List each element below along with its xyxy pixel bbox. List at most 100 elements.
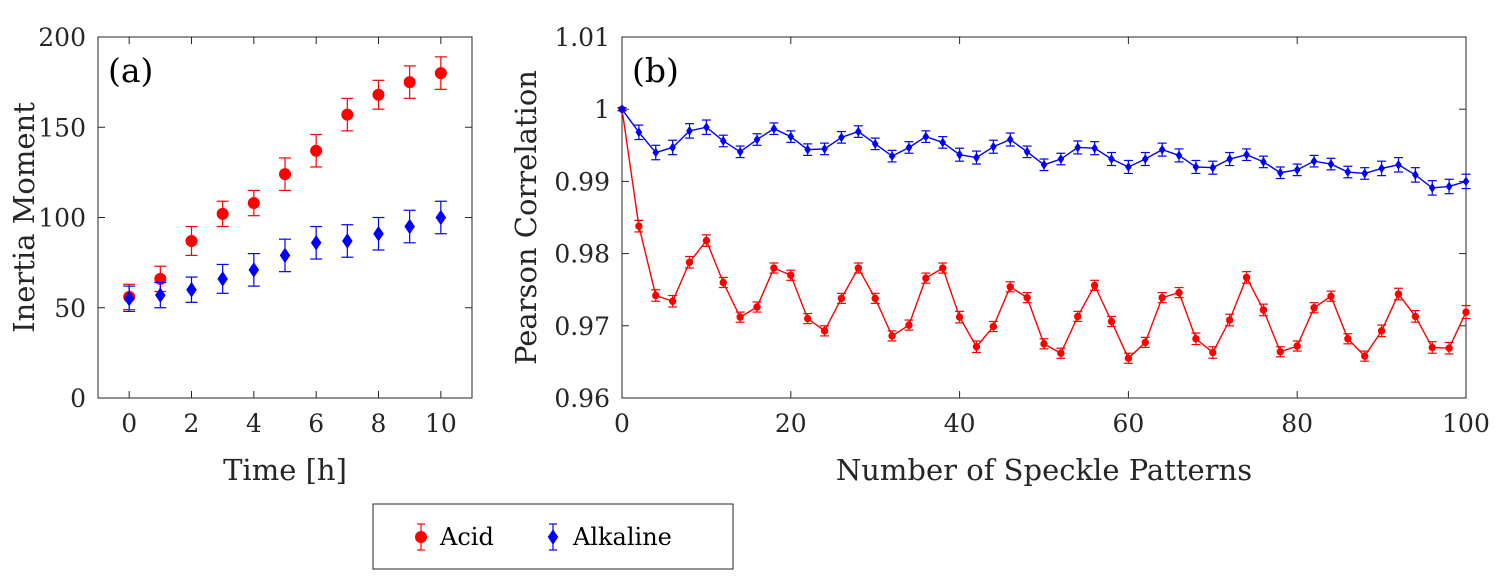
data-point — [955, 313, 964, 321]
plot-area — [97, 36, 473, 399]
data-point — [1327, 159, 1335, 169]
x-tick-label: 40 — [944, 409, 976, 438]
legend-label: Alkaline — [572, 523, 672, 551]
data-point — [652, 291, 660, 300]
data-point — [1462, 176, 1470, 187]
data-point — [1090, 281, 1099, 290]
x-tick-label: 0 — [121, 409, 137, 438]
data-point — [217, 271, 228, 287]
data-point — [1327, 292, 1335, 300]
data-point — [753, 134, 761, 145]
data-point — [404, 218, 415, 235]
data-point — [1242, 273, 1251, 282]
data-point — [1225, 316, 1234, 324]
y-tick-label: 1 — [594, 95, 610, 124]
data-point — [1428, 183, 1436, 193]
data-point — [1276, 167, 1284, 178]
data-point — [1175, 288, 1183, 297]
legend-marker — [547, 529, 559, 545]
data-point — [216, 207, 229, 220]
data-point — [279, 247, 291, 264]
data-point — [1293, 342, 1301, 350]
data-point — [635, 222, 643, 230]
data-point — [787, 131, 795, 142]
data-point — [373, 225, 384, 242]
data-point — [1361, 168, 1369, 179]
y-tick-label: 1.01 — [554, 23, 610, 52]
data-point — [1023, 293, 1031, 302]
data-point — [804, 144, 812, 155]
x-tick-label: 20 — [775, 409, 807, 438]
data-point — [1243, 149, 1250, 160]
y-tick-label: 0.98 — [554, 240, 610, 269]
data-point — [434, 67, 447, 80]
series-alkaline — [617, 104, 1471, 196]
x-tick-label: 6 — [308, 409, 324, 438]
data-point — [1445, 344, 1453, 352]
data-point — [1141, 154, 1149, 164]
legend-marker — [415, 531, 427, 543]
data-point — [837, 294, 846, 303]
data-point — [1310, 156, 1318, 167]
data-point — [888, 151, 896, 162]
data-point — [1158, 144, 1166, 155]
data-point — [685, 258, 694, 266]
data-point — [247, 197, 260, 210]
data-point — [1226, 154, 1234, 164]
data-point — [736, 146, 744, 157]
data-point — [956, 149, 963, 160]
data-point — [989, 322, 998, 331]
data-point — [1040, 159, 1048, 170]
data-point — [652, 147, 660, 158]
x-tick-label: 60 — [1112, 409, 1144, 438]
data-point — [1209, 162, 1217, 173]
data-point — [1259, 306, 1268, 314]
data-point — [871, 138, 879, 149]
data-point — [1462, 308, 1470, 316]
data-point — [342, 233, 353, 249]
series-acid — [617, 105, 1471, 364]
data-point — [1412, 170, 1419, 180]
data-point — [770, 123, 778, 134]
data-point — [1310, 304, 1318, 312]
data-point — [310, 144, 323, 157]
data-point — [854, 264, 863, 272]
data-point — [1411, 312, 1420, 321]
legend-label: Acid — [439, 523, 494, 551]
data-point — [1209, 348, 1217, 357]
y-tick-label: 150 — [38, 113, 86, 142]
data-point — [185, 234, 198, 247]
y-tick-label: 100 — [38, 204, 86, 233]
data-point — [372, 88, 385, 101]
data-point — [155, 287, 166, 303]
data-point — [1276, 348, 1285, 356]
data-point — [123, 290, 135, 307]
series-alkaline — [123, 200, 447, 312]
legend: Acid Alkaline — [372, 503, 734, 570]
data-point — [821, 144, 828, 154]
x-tick-label: 8 — [371, 409, 387, 438]
data-point — [635, 127, 643, 138]
x-tick-label: 80 — [1281, 409, 1313, 438]
data-point — [341, 108, 354, 121]
data-point — [186, 281, 197, 298]
data-point — [719, 278, 727, 287]
data-point — [1074, 142, 1082, 153]
data-point — [686, 125, 693, 136]
data-point — [1107, 317, 1116, 326]
data-point — [1192, 162, 1200, 172]
data-point — [403, 76, 416, 89]
panel-label: (a) — [108, 51, 153, 90]
x-axis-title: Number of Speckle Patterns — [836, 453, 1252, 487]
data-point — [905, 321, 913, 329]
panel-label: (b) — [632, 51, 679, 90]
data-point — [719, 136, 727, 146]
data-point — [1395, 159, 1402, 170]
data-point — [1057, 154, 1065, 164]
plot-area — [621, 36, 1467, 399]
acid-line — [621, 109, 1467, 360]
data-point — [1175, 150, 1183, 161]
data-point — [736, 313, 744, 321]
